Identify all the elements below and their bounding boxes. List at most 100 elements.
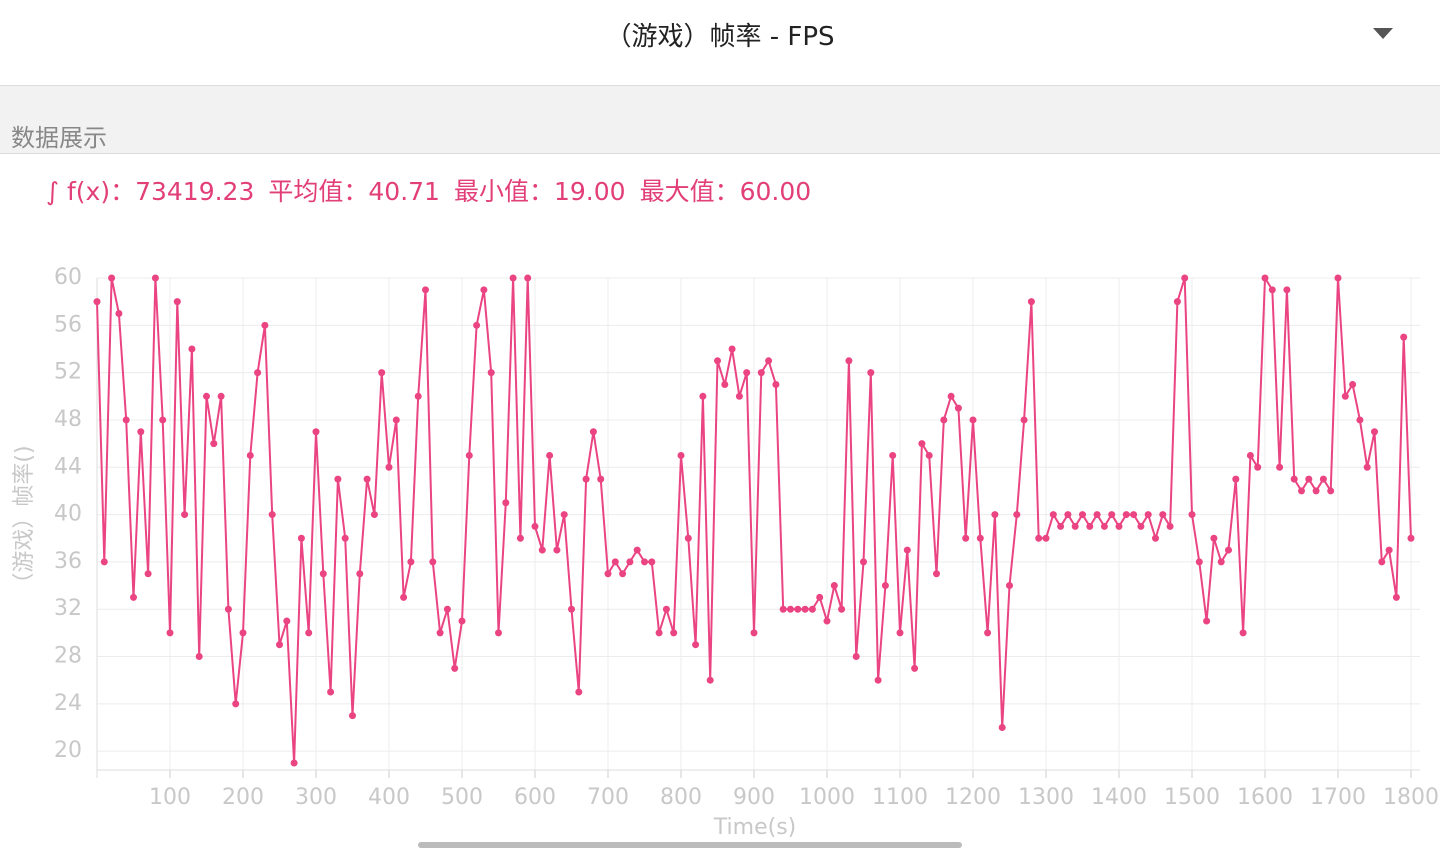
point	[655, 629, 663, 637]
dropdown-arrow[interactable]	[1373, 28, 1393, 39]
x-tick-label: 1200	[945, 785, 1001, 810]
point	[750, 629, 758, 637]
stat-label: ∫ f(x)：	[46, 177, 136, 206]
point	[568, 605, 575, 613]
y-tick-label: 44	[54, 454, 82, 479]
x-tick-label: 200	[222, 785, 264, 810]
point	[1225, 546, 1232, 554]
point	[991, 511, 999, 519]
x-tick-label: 800	[660, 785, 702, 810]
point	[195, 653, 203, 661]
point	[1268, 286, 1276, 294]
point	[597, 475, 605, 483]
point	[1378, 558, 1386, 566]
point	[1130, 511, 1138, 519]
y-tick-label: 40	[54, 502, 82, 527]
y-tick-label: 24	[54, 691, 82, 716]
point	[93, 298, 101, 306]
point	[976, 534, 984, 542]
home-indicator	[418, 842, 962, 848]
point	[224, 605, 232, 613]
point	[604, 570, 612, 578]
point	[210, 440, 218, 448]
section-title: 数据展示	[11, 124, 107, 152]
point	[1188, 511, 1196, 519]
point	[487, 369, 495, 377]
point	[473, 321, 481, 329]
point	[787, 605, 794, 613]
x-tick-label: 1400	[1091, 785, 1147, 810]
point	[1108, 511, 1116, 519]
point	[677, 451, 685, 459]
point	[356, 570, 364, 578]
point	[852, 653, 860, 661]
point	[108, 274, 116, 282]
point	[516, 534, 524, 542]
point	[721, 380, 729, 388]
point	[1400, 333, 1408, 341]
point	[984, 629, 992, 637]
point	[465, 451, 473, 459]
point	[692, 641, 700, 649]
point	[1319, 475, 1327, 483]
point	[319, 570, 327, 578]
point	[1013, 511, 1021, 519]
point	[1334, 274, 1342, 282]
point	[619, 570, 627, 578]
x-tick-label: 100	[149, 785, 191, 810]
x-tick-label: 300	[295, 785, 337, 810]
point	[925, 451, 933, 459]
x-tick-label: 1700	[1310, 785, 1366, 810]
point	[735, 392, 743, 400]
point	[1027, 298, 1035, 306]
y-tick-label: 20	[54, 738, 82, 763]
point	[246, 451, 254, 459]
point	[392, 416, 400, 424]
point	[860, 558, 867, 566]
point	[1181, 274, 1189, 282]
point	[122, 416, 130, 424]
point	[495, 629, 502, 637]
stat-label: 最小值：	[453, 177, 554, 206]
point	[874, 676, 882, 684]
point	[889, 451, 897, 459]
point	[1385, 546, 1393, 554]
point	[633, 546, 641, 554]
point	[363, 475, 371, 483]
point	[538, 546, 546, 554]
point	[1159, 511, 1167, 519]
point	[283, 617, 291, 625]
point	[1254, 463, 1262, 471]
point	[443, 605, 451, 613]
point	[1298, 487, 1305, 495]
point	[765, 357, 773, 365]
point	[370, 511, 378, 519]
x-tick-label: 900	[733, 785, 775, 810]
stat-label: 平均值：	[268, 177, 369, 206]
point	[1195, 558, 1203, 566]
point	[1407, 534, 1415, 542]
point	[203, 392, 210, 400]
header: （游戏）帧率 - FPS	[0, 0, 1440, 86]
stat-value: 40.71	[368, 177, 440, 206]
point	[1006, 582, 1013, 590]
point	[867, 369, 875, 377]
point	[429, 558, 437, 566]
header-title[interactable]: （游戏）帧率 - FPS	[605, 22, 835, 52]
point	[794, 605, 802, 613]
point	[1349, 380, 1357, 388]
point	[312, 428, 320, 436]
point	[1232, 475, 1240, 483]
x-tick-label: 1500	[1164, 785, 1220, 810]
point	[845, 357, 853, 365]
point	[582, 475, 590, 483]
point	[407, 558, 415, 566]
point	[896, 629, 904, 637]
point	[918, 440, 926, 448]
point	[801, 605, 809, 613]
point	[1071, 522, 1079, 530]
point	[823, 617, 831, 625]
point	[181, 511, 189, 519]
point	[349, 712, 356, 720]
